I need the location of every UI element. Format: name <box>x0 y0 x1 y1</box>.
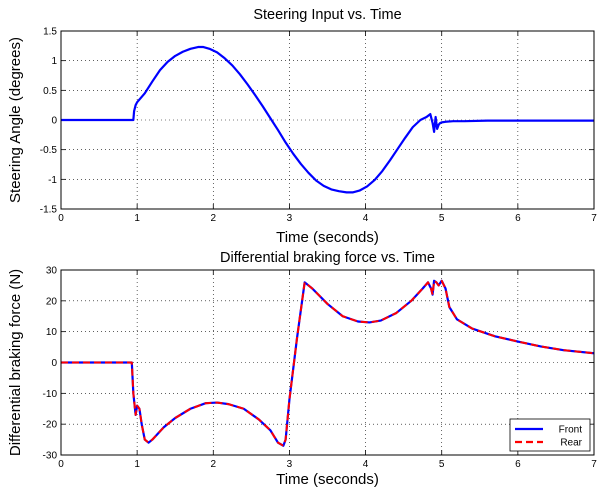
chart-title: Steering Input vs. Time <box>253 7 401 23</box>
series-line-1 <box>61 45 594 194</box>
y-tick-label: -10 <box>43 389 58 400</box>
x-tick-label: 4 <box>363 459 369 470</box>
y-tick-label: 10 <box>46 327 58 338</box>
x-axis-label: Time (seconds) <box>276 471 379 488</box>
legend-box <box>509 418 591 452</box>
y-tick-label: 30 <box>46 266 58 277</box>
y-axis-label: Differential braking force (N) <box>7 269 24 456</box>
chart-title: Differential braking force vs. Time <box>220 250 435 266</box>
y-tick-label: -20 <box>43 420 58 431</box>
x-tick-label: 7 <box>591 459 597 470</box>
x-tick-label: 7 <box>591 213 597 224</box>
x-tick-label: 0 <box>58 213 64 224</box>
y-tick-label: -30 <box>43 451 58 462</box>
y-tick-label: -0.5 <box>40 145 58 156</box>
y-tick-label: -1.5 <box>40 205 58 216</box>
x-tick-label: 5 <box>439 213 445 224</box>
y-tick-label: 20 <box>46 296 58 307</box>
x-tick-label: 1 <box>134 459 140 470</box>
y-tick-label: -1 <box>48 175 57 186</box>
chart-2: 0 1 2 3 4 5 6 7 30 20 10 0 -10 -20 -30 Differential bra… <box>7 250 597 488</box>
x-tick-label: 3 <box>287 459 293 470</box>
x-tick-label: 4 <box>363 213 369 224</box>
x-tick-label: 6 <box>515 459 521 470</box>
legend-label-rear: Rear <box>560 438 582 449</box>
x-tick-label: 2 <box>211 213 217 224</box>
x-axis-label: Time (seconds) <box>276 229 379 246</box>
y-axis-label: Steering Angle (degrees) <box>7 37 24 203</box>
axes-frame <box>60 269 595 456</box>
y-tick-label: 1.5 <box>43 27 57 38</box>
y-tick-label: 0.5 <box>43 86 57 97</box>
y-tick-label: 1 <box>51 56 57 67</box>
legend-label-front: Front <box>559 425 583 436</box>
y-tick-label: 0 <box>51 116 57 127</box>
axes-frame <box>60 30 595 210</box>
legend: Front Rear <box>509 418 591 452</box>
x-tick-label: 1 <box>134 213 140 224</box>
x-tick-label: 5 <box>439 459 445 470</box>
y-tick-label: 0 <box>51 358 57 369</box>
x-tick-label: 6 <box>515 213 521 224</box>
x-tick-label: 3 <box>287 213 293 224</box>
series-line-rear <box>61 279 595 447</box>
x-tick-label: 2 <box>211 459 217 470</box>
chart-1: 0 1 2 3 4 5 6 7 1.5 1 0.5 0 -0.5 -1 -1.5 Steering Input… <box>7 7 597 246</box>
x-tick-label: 0 <box>58 459 64 470</box>
